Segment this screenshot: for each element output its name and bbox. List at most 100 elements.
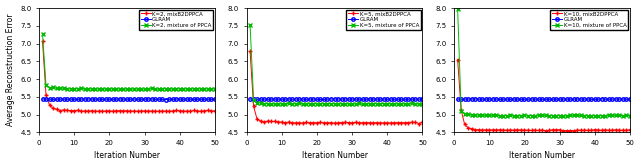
K=5, mixture of PPCA: [313, 103, 321, 105]
K=10, mixture of PPCA: [573, 114, 581, 116]
K=10, mixture of PPCA: [605, 114, 612, 116]
GLRAM: [362, 98, 370, 100]
K=10, mixB2DPPCA: [496, 129, 504, 131]
K=2, mixB2DPPCA: [56, 110, 64, 112]
K=5, mixture of PPCA: [355, 102, 363, 104]
K=10, mixB2DPPCA: [538, 129, 546, 131]
GLRAM: [461, 98, 468, 100]
GLRAM: [534, 98, 542, 100]
K=2, mixture of PPCA: [77, 87, 85, 89]
GLRAM: [99, 98, 106, 100]
K=2, mixture of PPCA: [134, 88, 141, 90]
K=2, mixB2DPPCA: [77, 110, 85, 112]
K=10, mixture of PPCA: [619, 115, 627, 117]
K=2, mixture of PPCA: [95, 88, 102, 90]
K=2, mixB2DPPCA: [60, 109, 67, 111]
GLRAM: [186, 98, 194, 100]
K=2, mixture of PPCA: [67, 88, 74, 90]
GLRAM: [380, 98, 388, 100]
K=2, mixB2DPPCA: [162, 110, 170, 112]
K=5, mixB2DPPCA: [282, 122, 289, 124]
K=2, mixB2DPPCA: [137, 110, 145, 112]
K=5, mixB2DPPCA: [275, 121, 282, 123]
K=2, mixture of PPCA: [204, 88, 212, 90]
GLRAM: [394, 98, 402, 100]
GLRAM: [193, 98, 201, 100]
GLRAM: [496, 98, 504, 100]
Legend: K=2, mixB2DPPCA, GLRAM, K=2, mixture of PPCA: K=2, mixB2DPPCA, GLRAM, K=2, mixture of …: [139, 10, 213, 30]
K=5, mixture of PPCA: [299, 103, 307, 105]
GLRAM: [70, 98, 78, 100]
K=10, mixB2DPPCA: [493, 129, 500, 131]
K=10, mixB2DPPCA: [580, 129, 588, 131]
GLRAM: [591, 98, 598, 100]
K=5, mixB2DPPCA: [394, 122, 402, 124]
K=10, mixture of PPCA: [534, 114, 542, 116]
K=10, mixture of PPCA: [588, 115, 595, 117]
GLRAM: [334, 98, 342, 100]
GLRAM: [552, 98, 560, 100]
K=2, mixture of PPCA: [130, 88, 138, 90]
K=10, mixture of PPCA: [591, 115, 598, 117]
K=10, mixB2DPPCA: [612, 129, 620, 131]
GLRAM: [253, 98, 261, 100]
K=10, mixB2DPPCA: [584, 129, 591, 131]
GLRAM: [626, 98, 634, 100]
GLRAM: [148, 98, 156, 100]
GLRAM: [324, 98, 332, 100]
K=10, mixB2DPPCA: [619, 129, 627, 131]
GLRAM: [545, 98, 553, 100]
K=10, mixture of PPCA: [458, 110, 465, 112]
K=10, mixB2DPPCA: [524, 129, 532, 131]
K=10, mixture of PPCA: [623, 115, 630, 117]
K=5, mixture of PPCA: [376, 103, 384, 105]
GLRAM: [257, 98, 264, 100]
GLRAM: [200, 98, 208, 100]
K=10, mixture of PPCA: [510, 115, 518, 117]
GLRAM: [408, 98, 416, 100]
GLRAM: [88, 98, 95, 100]
K=2, mixB2DPPCA: [144, 110, 152, 112]
K=5, mixB2DPPCA: [313, 122, 321, 124]
K=10, mixB2DPPCA: [595, 129, 602, 131]
K=10, mixture of PPCA: [527, 115, 535, 117]
GLRAM: [310, 98, 317, 100]
GLRAM: [134, 98, 141, 100]
GLRAM: [260, 98, 268, 100]
GLRAM: [52, 98, 60, 100]
K=2, mixture of PPCA: [88, 88, 95, 90]
K=2, mixture of PPCA: [211, 88, 219, 90]
GLRAM: [338, 98, 346, 100]
GLRAM: [383, 98, 391, 100]
K=2, mixB2DPPCA: [211, 110, 219, 112]
K=5, mixture of PPCA: [338, 103, 346, 105]
GLRAM: [179, 98, 187, 100]
K=2, mixB2DPPCA: [183, 110, 191, 112]
K=2, mixture of PPCA: [106, 88, 113, 90]
K=5, mixB2DPPCA: [412, 121, 419, 123]
Line: K=10, mixture of PPCA: K=10, mixture of PPCA: [456, 7, 632, 118]
K=5, mixture of PPCA: [317, 103, 324, 105]
GLRAM: [176, 98, 184, 100]
K=5, mixB2DPPCA: [415, 123, 423, 124]
GLRAM: [387, 98, 395, 100]
GLRAM: [45, 98, 53, 100]
GLRAM: [517, 98, 525, 100]
Line: K=10, mixB2DPPCA: K=10, mixB2DPPCA: [456, 58, 632, 132]
K=2, mixture of PPCA: [207, 88, 215, 90]
K=10, mixB2DPPCA: [510, 129, 518, 131]
K=2, mixture of PPCA: [148, 87, 156, 89]
K=5, mixB2DPPCA: [383, 122, 391, 124]
K=2, mixture of PPCA: [169, 88, 177, 90]
GLRAM: [250, 98, 257, 100]
K=10, mixB2DPPCA: [552, 129, 560, 131]
GLRAM: [479, 98, 486, 100]
Line: GLRAM: GLRAM: [248, 97, 424, 101]
K=10, mixB2DPPCA: [517, 129, 525, 131]
K=2, mixB2DPPCA: [127, 110, 134, 112]
GLRAM: [556, 98, 563, 100]
GLRAM: [306, 98, 314, 100]
GLRAM: [56, 98, 64, 100]
K=10, mixture of PPCA: [577, 115, 584, 117]
K=5, mixB2DPPCA: [408, 121, 416, 123]
